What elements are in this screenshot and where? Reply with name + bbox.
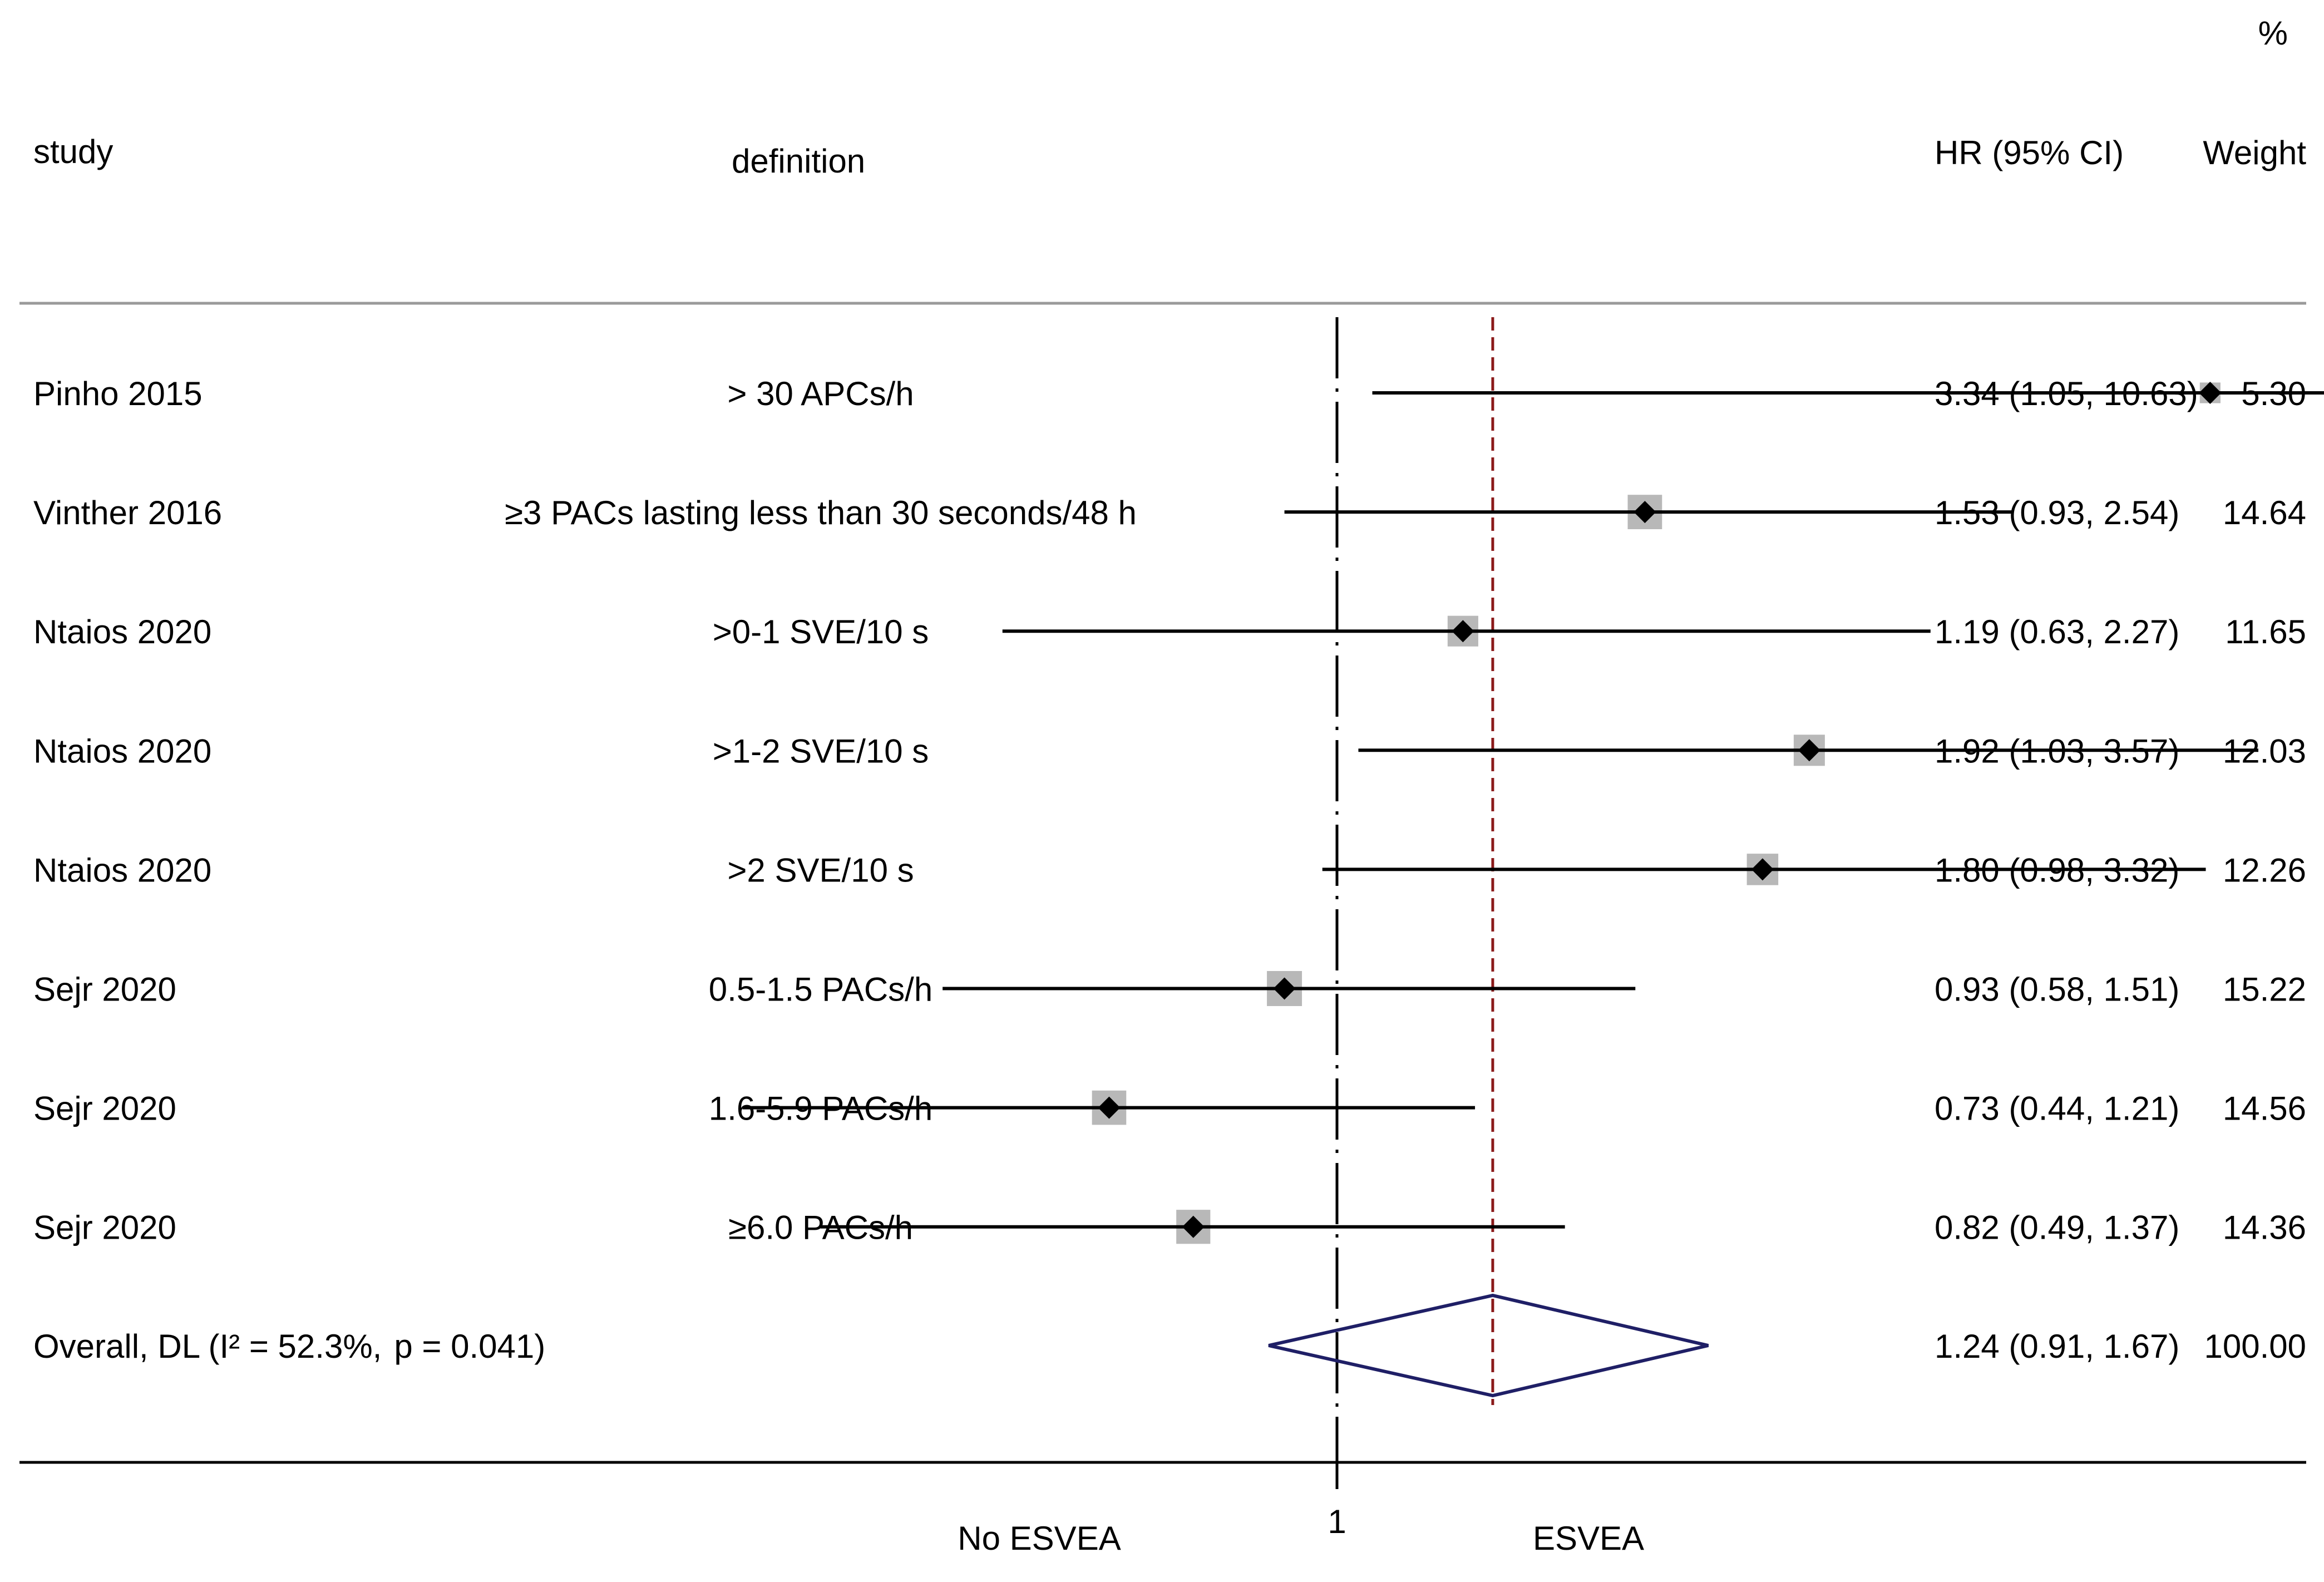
weight-text: 14.56 [2223,1090,2306,1127]
header-definition: definition [732,142,865,180]
weight-text: 12.26 [2223,851,2306,889]
study-definition: > 30 APCs/h [727,375,914,412]
point-estimate [1751,858,1774,881]
x-axis-right-label: ESVEA [1533,1520,1644,1557]
plot-layer: Pinho 2015 > 30 APCs/h 3.34 (1.05, 10.63) 5… [33,317,2324,1462]
weight-text: 12.03 [2223,732,2306,770]
point-estimate [1273,977,1296,1000]
study-name: Sejr 2020 [33,971,176,1008]
point-estimate [1098,1096,1121,1119]
study-name: Pinho 2015 [33,375,203,412]
x-axis-ticks: 0.12518 [1328,1462,1346,1540]
weight-text: 11.65 [2225,613,2306,650]
study-row: Vinther 2016 ≥3 PACs lasting less than 30… [33,494,2306,531]
study-row: Ntaios 2020 >1-2 SVE/10 s 1.92 (1.03, 3.57… [33,732,2306,770]
ci-text: 0.73 (0.44, 1.21) [1935,1090,2179,1127]
study-definition: >1-2 SVE/10 s [713,732,929,770]
study-name: Ntaios 2020 [33,851,211,889]
ci-text: 1.53 (0.93, 2.54) [1935,494,2179,531]
weight-text: 14.36 [2223,1209,2306,1246]
overall-row: Overall, DL (I² = 52.3%, p = 0.041) 1.24 … [33,1328,2306,1365]
point-estimate [1798,739,1820,762]
study-definition: 0.5-1.5 PACs/h [709,971,932,1008]
study-name: Sejr 2020 [33,1209,176,1246]
study-row: Ntaios 2020 >2 SVE/10 s 1.80 (0.98, 3.32) 1… [33,851,2306,889]
header-weight: Weight [2203,134,2306,171]
ci-text: 1.92 (1.03, 3.57) [1935,732,2179,770]
header-study: study [33,133,113,170]
point-estimate [1634,501,1656,524]
weight-text: 14.64 [2223,494,2306,531]
overall-p-symbol: p [394,1328,412,1365]
overall-weight-text: 100.00 [2204,1328,2306,1365]
ci-text: 1.80 (0.98, 3.32) [1935,851,2179,889]
study-row: Ntaios 2020 >0-1 SVE/10 s 1.19 (0.63, 2.27… [33,613,2306,650]
study-row: Pinho 2015 > 30 APCs/h 3.34 (1.05, 10.63) 5… [33,375,2324,412]
study-definition: >2 SVE/10 s [727,851,914,889]
study-row: Sejr 2020 ≥6.0 PACs/h 0.82 (0.49, 1.37) 14.… [33,1209,2306,1246]
study-row: Sejr 2020 0.5-1.5 PACs/h 0.93 (0.58, 1.51)… [33,971,2306,1008]
study-name: Ntaios 2020 [33,613,211,650]
overall-label: Overall, DL (I² = 52.3%, p = 0.041) [33,1328,545,1365]
study-name: Ntaios 2020 [33,732,211,770]
weight-text: 15.22 [2223,971,2306,1008]
point-estimate [1452,620,1474,643]
study-row: Sejr 2020 1.6-5.9 PACs/h 0.73 (0.44, 1.21)… [33,1090,2306,1127]
study-name: Sejr 2020 [33,1090,176,1127]
overall-diamond [1268,1293,1709,1398]
point-estimate [1182,1215,1205,1238]
x-axis-left-label: No ESVEA [958,1520,1121,1557]
header-weight-unit: % [2258,14,2288,52]
point-estimate [2199,382,2222,404]
ci-text: 0.93 (0.58, 1.51) [1935,971,2179,1008]
ci-text: 1.19 (0.63, 2.27) [1935,613,2179,650]
study-definition: >0-1 SVE/10 s [713,613,929,650]
weight-text: 5.30 [2241,375,2306,412]
ci-text: 3.34 (1.05, 10.63) [1935,375,2198,412]
header-hr-ci: HR (95% CI) [1935,134,2124,171]
ci-text: 0.82 (0.49, 1.37) [1935,1209,2179,1246]
overall-i2-symbol: I² [220,1328,240,1365]
study-definition: ≥3 PACs lasting less than 30 seconds/48 … [505,494,1137,531]
x-tick-label: 1 [1328,1503,1346,1540]
study-name: Vinther 2016 [33,494,222,531]
overall-ci-text: 1.24 (0.91, 1.67) [1935,1328,2179,1365]
